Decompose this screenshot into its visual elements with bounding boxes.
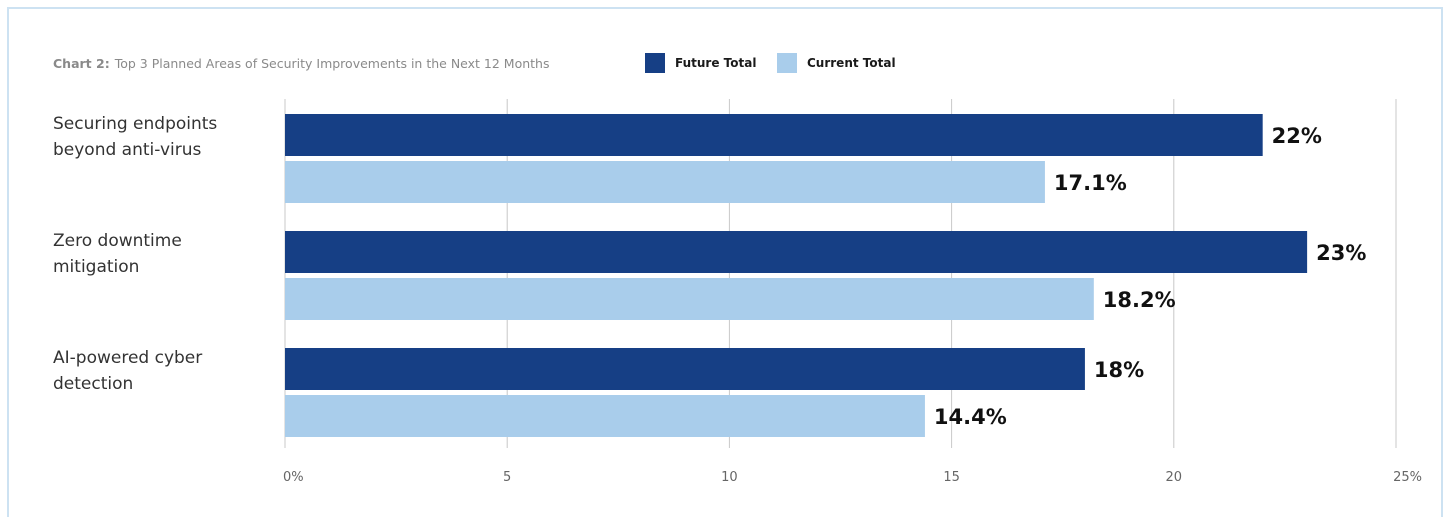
bar-future-total (285, 348, 1085, 390)
bar-value-label: 17.1% (1054, 171, 1127, 195)
bar-current-total (285, 161, 1045, 203)
bar-value-label: 22% (1272, 124, 1322, 148)
category-label: detection (53, 374, 133, 394)
x-tick-label: 0% (283, 470, 304, 485)
category-label: Securing endpoints (53, 114, 217, 134)
bar-value-label: 23% (1316, 241, 1366, 265)
bar-chart: 0% 5 10 15 20 25% Securing endpoints beyond ant… (53, 99, 1422, 485)
bar-value-label: 18% (1094, 358, 1144, 382)
caption-prefix: Chart 2: (53, 55, 110, 71)
legend-item-current-total: Current Total (777, 52, 896, 74)
chart-caption: Chart 2: Top 3 Planned Areas of Security… (53, 52, 549, 74)
x-tick-label: 25% (1393, 470, 1422, 485)
category-label: AI-powered cyber (53, 348, 202, 368)
legend-label-current-total: Current Total (807, 56, 896, 70)
x-tick-label: 20 (1166, 470, 1183, 485)
bar-future-total (285, 114, 1263, 156)
category-label: mitigation (53, 257, 139, 277)
bar-future-total (285, 231, 1308, 273)
chart-frame (7, 7, 1443, 517)
bar-current-total (285, 395, 925, 437)
caption-text: Top 3 Planned Areas of Security Improvem… (114, 55, 550, 71)
legend-item-future-total: Future Total (645, 52, 756, 74)
bar-value-label: 18.2% (1103, 288, 1176, 312)
legend-swatch-current-total (777, 53, 797, 73)
category-label: Zero downtime (53, 231, 182, 251)
x-tick-label: 5 (503, 470, 511, 485)
legend-label-future-total: Future Total (675, 56, 757, 70)
bar-current-total (285, 278, 1094, 320)
legend-swatch-future-total (645, 53, 665, 73)
x-tick-label: 15 (943, 470, 960, 485)
x-tick-label: 10 (721, 470, 738, 485)
category-label: beyond anti-virus (53, 140, 201, 160)
bar-value-label: 14.4% (934, 405, 1007, 429)
